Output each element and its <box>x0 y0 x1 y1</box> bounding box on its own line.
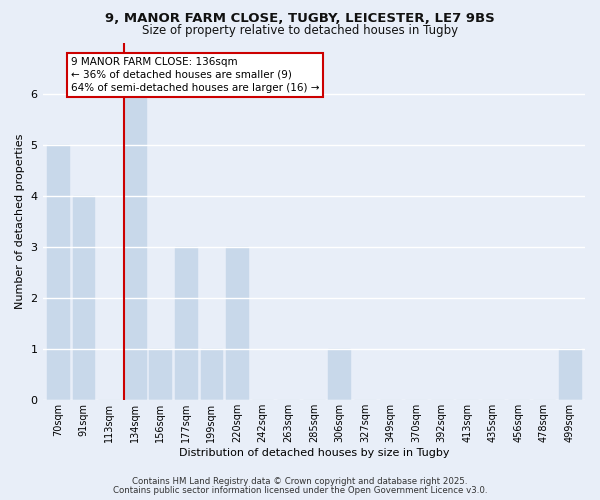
Bar <box>175 246 197 400</box>
Bar <box>149 349 171 400</box>
Bar <box>200 349 222 400</box>
Text: Contains HM Land Registry data © Crown copyright and database right 2025.: Contains HM Land Registry data © Crown c… <box>132 477 468 486</box>
X-axis label: Distribution of detached houses by size in Tugby: Distribution of detached houses by size … <box>179 448 449 458</box>
Bar <box>559 349 581 400</box>
Y-axis label: Number of detached properties: Number of detached properties <box>15 134 25 309</box>
Bar <box>124 94 146 400</box>
Bar <box>47 144 69 400</box>
Text: 9 MANOR FARM CLOSE: 136sqm
← 36% of detached houses are smaller (9)
64% of semi-: 9 MANOR FARM CLOSE: 136sqm ← 36% of deta… <box>71 57 319 93</box>
Text: Size of property relative to detached houses in Tugby: Size of property relative to detached ho… <box>142 24 458 37</box>
Text: Contains public sector information licensed under the Open Government Licence v3: Contains public sector information licen… <box>113 486 487 495</box>
Bar <box>226 246 248 400</box>
Bar <box>73 196 94 400</box>
Bar <box>328 349 350 400</box>
Text: 9, MANOR FARM CLOSE, TUGBY, LEICESTER, LE7 9BS: 9, MANOR FARM CLOSE, TUGBY, LEICESTER, L… <box>105 12 495 26</box>
